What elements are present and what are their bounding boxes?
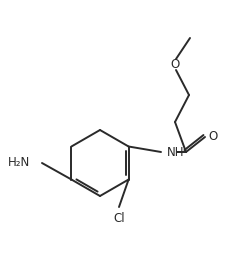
Text: Cl: Cl (113, 213, 125, 226)
Text: H₂N: H₂N (8, 156, 30, 169)
Text: NH: NH (167, 146, 184, 158)
Text: O: O (170, 58, 179, 71)
Text: O: O (208, 131, 218, 144)
